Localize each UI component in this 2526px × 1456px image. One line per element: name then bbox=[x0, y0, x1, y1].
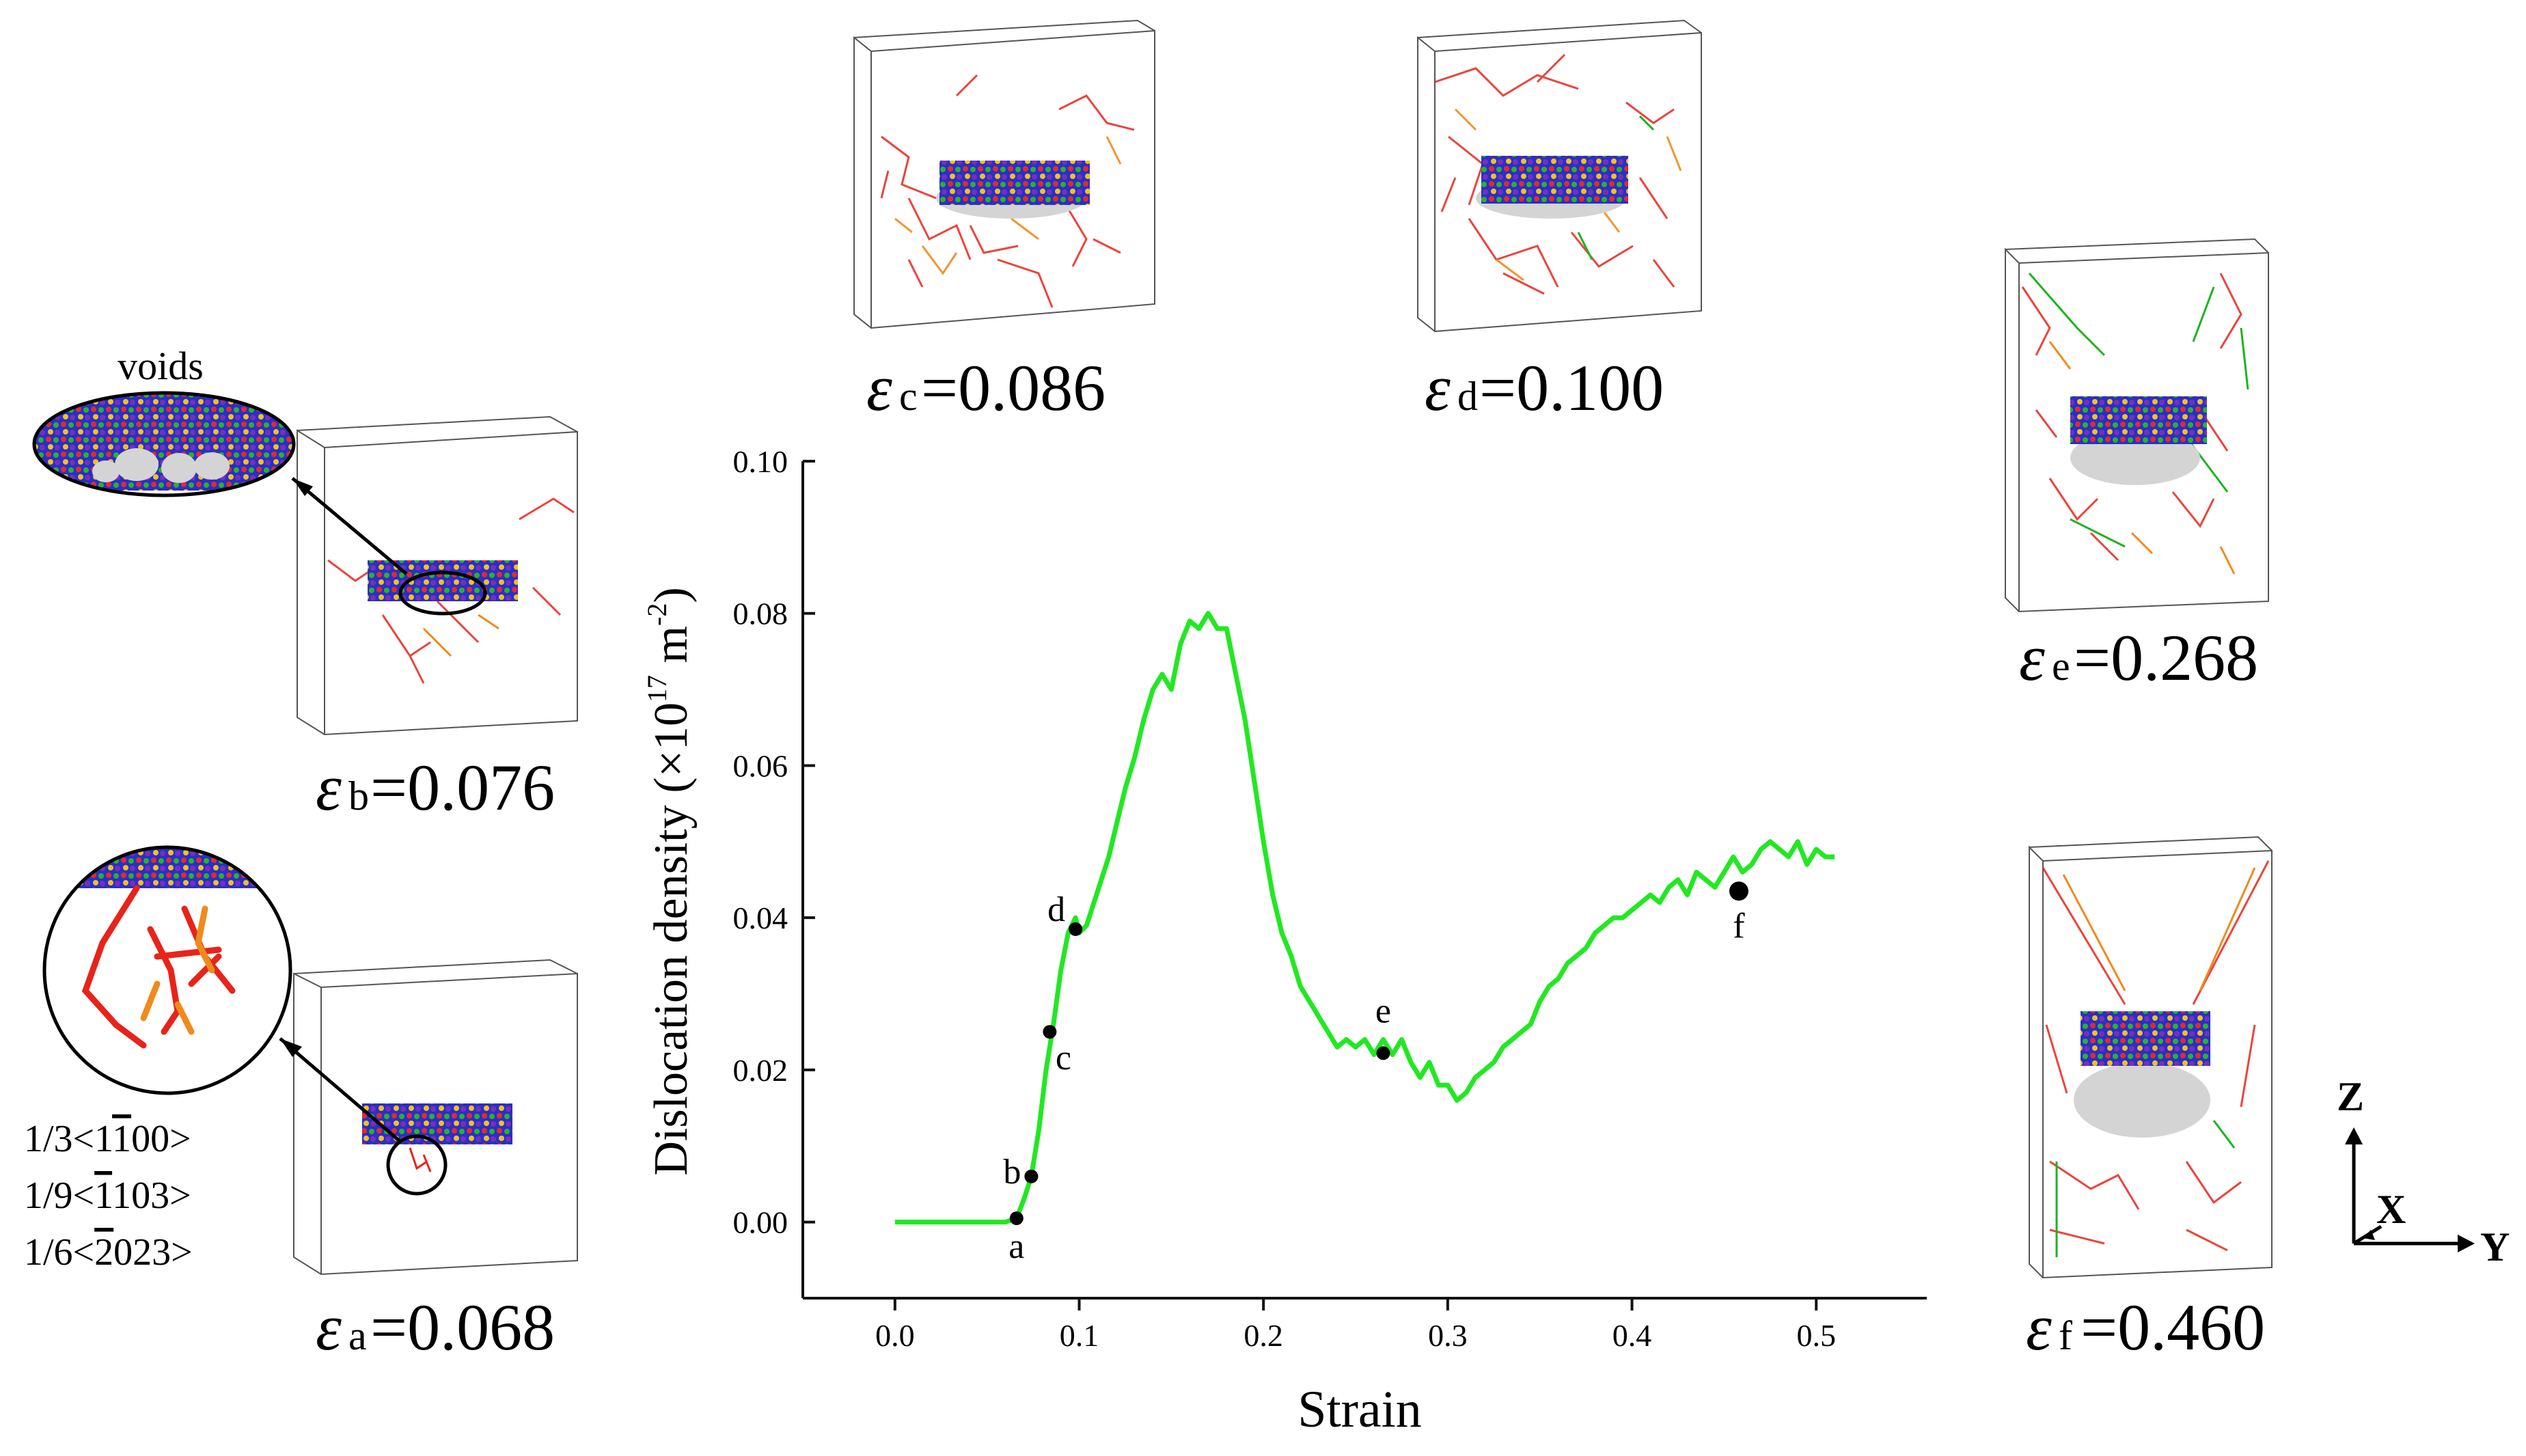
snapshot-d-label: ε d =0.100 bbox=[1425, 351, 1664, 424]
snapshot-a-simulation: 1/3<1100> 1/9<1103> 1/6<2023> ε a =0.068 bbox=[24, 845, 578, 1364]
marker-label-c: c bbox=[1056, 1039, 1071, 1077]
svg-text:ε: ε bbox=[2019, 621, 2045, 694]
snapshot-e-simulation: ε e =0.268 bbox=[2005, 238, 2269, 694]
x-tick-label: 0.5 bbox=[1796, 1318, 1836, 1353]
voids-highlight-circle bbox=[398, 571, 487, 616]
svg-text:ε: ε bbox=[1425, 351, 1451, 424]
y-tick-label: 0.10 bbox=[733, 444, 788, 479]
axis-x-label: X bbox=[2376, 1187, 2406, 1232]
svg-text:=0.268: =0.268 bbox=[2074, 621, 2258, 694]
x-ticks: 0.0 0.1 0.2 0.3 0.4 0.5 bbox=[875, 1298, 1836, 1353]
x-tick-label: 0.0 bbox=[875, 1318, 915, 1353]
svg-text:=0.100: =0.100 bbox=[1479, 351, 1664, 424]
svg-text:c: c bbox=[899, 374, 918, 419]
marker-label-a: a bbox=[1008, 1227, 1024, 1266]
svg-text:b: b bbox=[348, 773, 369, 819]
svg-text:1/9<1103>: 1/9<1103> bbox=[24, 1175, 191, 1217]
burgers-vector-list: 1/3<1100> 1/9<1103> 1/6<2023> bbox=[24, 1118, 193, 1274]
snapshot-f-label: ε f =0.460 bbox=[2026, 1291, 2265, 1364]
svg-text:f: f bbox=[2059, 1313, 2072, 1358]
dislocation-highlight-circle bbox=[386, 1134, 448, 1196]
svg-text:a: a bbox=[348, 1313, 367, 1358]
axis-y-label: Y bbox=[2480, 1224, 2510, 1269]
state-markers: ab c d e f bbox=[1003, 881, 1748, 1266]
marker-label-f: f bbox=[1733, 907, 1745, 946]
snapshot-b-label: ε b =0.076 bbox=[316, 751, 555, 824]
coordinate-axes-triad: Z X Y bbox=[2337, 1074, 2510, 1269]
snapshot-c-label: ε c =0.086 bbox=[866, 351, 1106, 424]
x-tick-label: 0.3 bbox=[1428, 1318, 1468, 1353]
y-tick-label: 0.02 bbox=[733, 1053, 788, 1088]
svg-text:1/6<2023>: 1/6<2023> bbox=[24, 1231, 193, 1274]
marker-label-d: d bbox=[1047, 890, 1065, 929]
y-tick-label: 0.04 bbox=[733, 901, 788, 935]
marker-point-f bbox=[1729, 881, 1748, 901]
snapshot-e-label: ε e =0.268 bbox=[2019, 621, 2258, 694]
dislocation-density-chart: 0.00 0.02 0.04 0.06 0.08 0.10 0.0 0.1 0.2 0.3 0.4… bbox=[642, 444, 1927, 1438]
y-axis-label: Dislocation density (×1017 m-2) bbox=[642, 587, 698, 1175]
snapshot-a-label: ε a =0.068 bbox=[316, 1291, 555, 1364]
marker-point-b bbox=[1024, 1169, 1039, 1183]
svg-text:1/3<1100>: 1/3<1100> bbox=[24, 1118, 191, 1160]
series-line-dislocation-density bbox=[894, 611, 1835, 1225]
svg-text:d: d bbox=[1457, 374, 1478, 419]
voids-callout-arrow bbox=[291, 477, 408, 575]
snapshot-f-simulation: ε f =0.460 bbox=[2026, 836, 2273, 1364]
svg-text:ε: ε bbox=[866, 351, 892, 424]
svg-text:=0.076: =0.076 bbox=[370, 751, 555, 824]
marker-point-a bbox=[1009, 1211, 1024, 1226]
x-tick-label: 0.4 bbox=[1612, 1318, 1652, 1353]
x-tick-label: 0.2 bbox=[1244, 1318, 1283, 1353]
marker-point-c bbox=[1043, 1025, 1057, 1039]
axis-z-label: Z bbox=[2337, 1074, 2364, 1119]
svg-text:=0.086: =0.086 bbox=[921, 351, 1106, 424]
y-tick-label: 0.06 bbox=[733, 748, 788, 783]
marker-label-e: e bbox=[1375, 991, 1391, 1030]
svg-text:ε: ε bbox=[2026, 1291, 2052, 1364]
svg-text:e: e bbox=[2052, 644, 2070, 689]
snapshot-d-simulation: ε d =0.100 bbox=[1417, 19, 1702, 424]
marker-point-d bbox=[1069, 922, 1083, 936]
y-tick-label: 0.08 bbox=[733, 596, 788, 631]
svg-text:ε: ε bbox=[316, 751, 342, 824]
snapshot-c-simulation: ε c =0.086 bbox=[853, 19, 1155, 424]
y-tick-label: 0.00 bbox=[733, 1205, 788, 1240]
snapshot-b-simulation: voids ε b =0.076 bbox=[32, 344, 578, 824]
svg-text:=0.460: =0.460 bbox=[2081, 1291, 2265, 1364]
dislocation-callout-arrow bbox=[279, 1037, 401, 1142]
voids-zoom-circle bbox=[32, 391, 296, 497]
x-tick-label: 0.1 bbox=[1060, 1318, 1099, 1353]
dislocation-zoom-circle bbox=[42, 845, 292, 1095]
voids-label: voids bbox=[118, 344, 204, 388]
svg-text:=0.068: =0.068 bbox=[370, 1291, 555, 1364]
svg-text:ε: ε bbox=[316, 1291, 342, 1364]
marker-label-b: b bbox=[1003, 1153, 1021, 1192]
x-axis-label: Strain bbox=[1298, 1381, 1422, 1438]
marker-point-e bbox=[1376, 1046, 1390, 1060]
y-ticks: 0.00 0.02 0.04 0.06 0.08 0.10 bbox=[733, 444, 815, 1240]
